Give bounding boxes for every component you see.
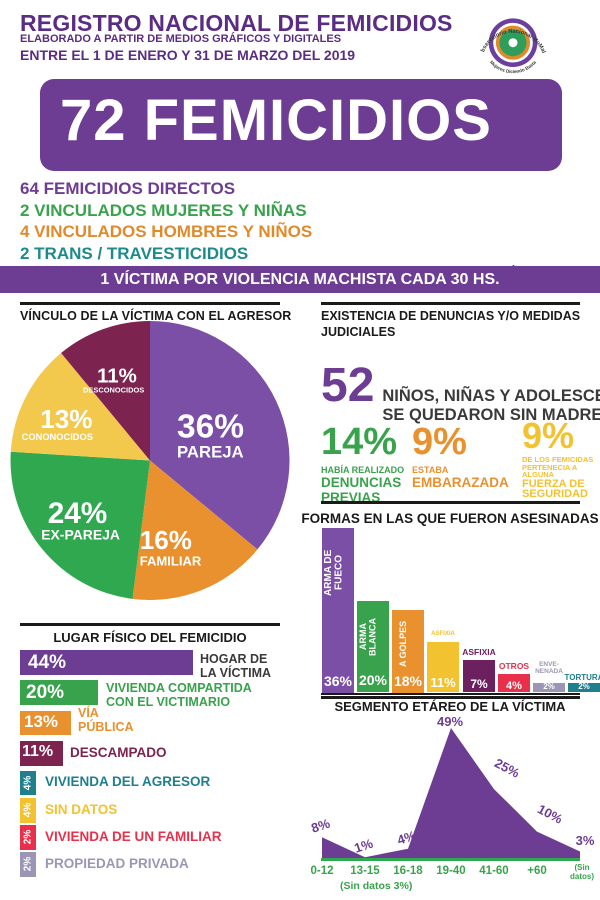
svg-text:13-15: 13-15 [350,865,380,877]
svg-text:49%: 49% [437,714,463,729]
svg-text:16-18: 16-18 [393,865,423,877]
svg-text:19-40: 19-40 [436,865,465,877]
svg-text:10%: 10% [535,801,565,827]
svg-text:1%: 1% [352,836,375,856]
svg-text:(Sin datos 3%): (Sin datos 3%) [340,880,412,892]
svg-text:(Sin: (Sin [574,863,589,872]
svg-text:+60: +60 [527,865,547,877]
svg-text:25%: 25% [492,755,522,781]
svg-text:8%: 8% [309,816,332,836]
svg-text:41-60: 41-60 [479,865,508,877]
svg-text:3%: 3% [576,833,595,848]
svg-text:0-12: 0-12 [310,865,333,877]
svg-text:datos): datos) [570,872,594,881]
